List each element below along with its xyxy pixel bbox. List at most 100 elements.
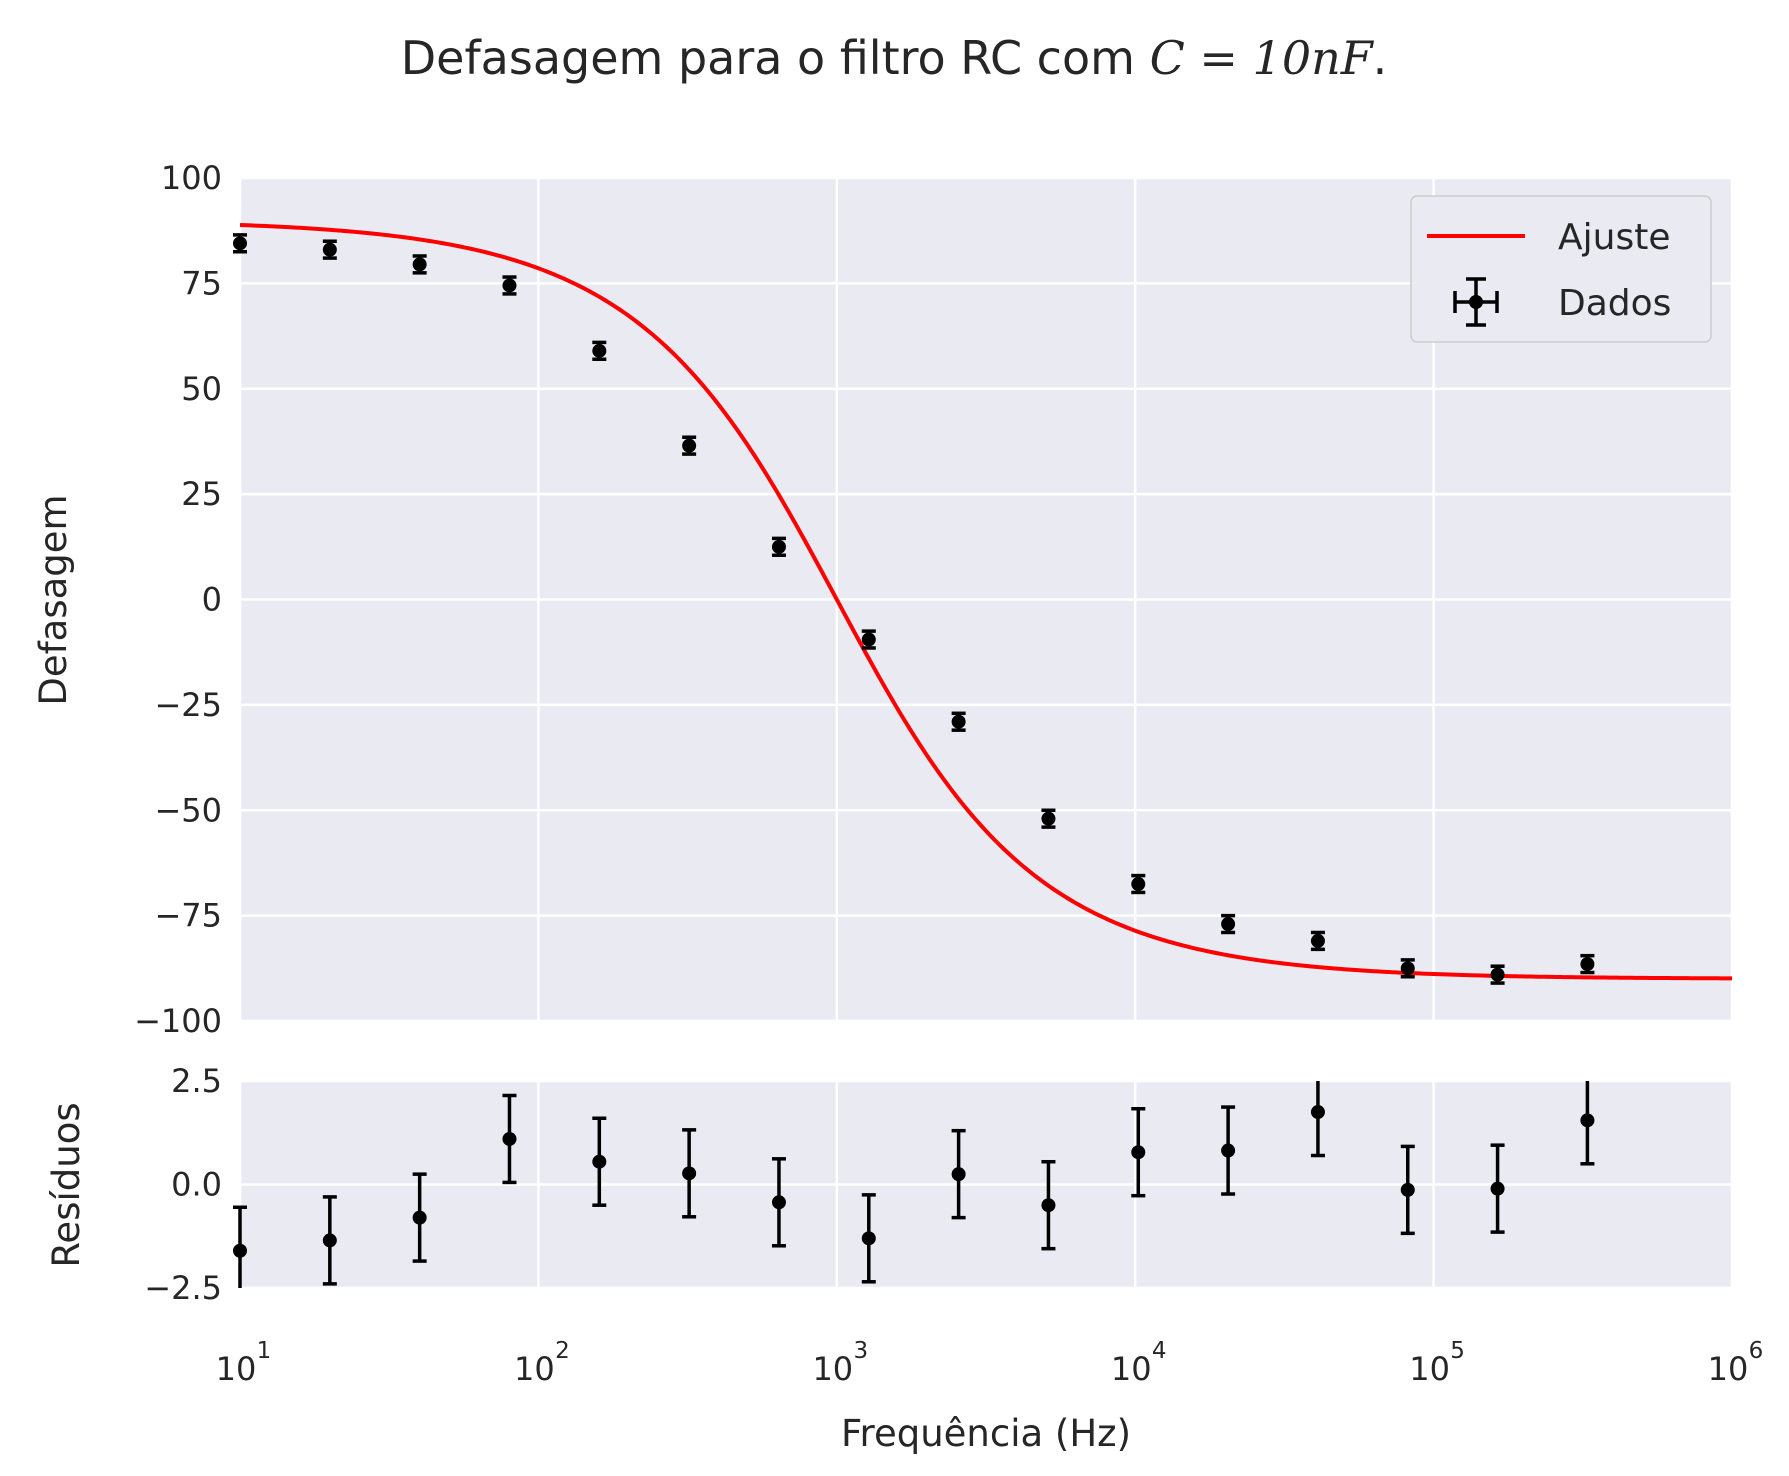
residual-point-marker xyxy=(1490,1181,1505,1196)
residual-point-marker xyxy=(1400,1182,1415,1197)
x-tick-exponent: 2 xyxy=(555,1338,570,1364)
data-point-marker xyxy=(1041,811,1056,826)
data-point xyxy=(502,275,517,296)
residual-point xyxy=(412,1172,427,1263)
residuals-grid xyxy=(238,1079,1734,1290)
residual-point-marker xyxy=(771,1195,786,1210)
legend-data-label: Dados xyxy=(1558,283,1671,324)
x-tick-labels: 10 1 10 2 10 3 10 4 10 5 10 6 xyxy=(216,1338,1764,1388)
residuals-y-tick-label: −2.5 xyxy=(144,1269,222,1307)
data-point xyxy=(322,239,337,260)
data-point xyxy=(951,711,966,732)
residual-point-marker xyxy=(322,1233,337,1248)
main-y-axis-label: Defasagem xyxy=(32,494,75,705)
legend: Ajuste Dados xyxy=(1410,195,1712,343)
data-point-marker xyxy=(682,438,697,453)
x-tick-mantissa: 10 xyxy=(514,1350,555,1388)
data-point-marker xyxy=(1490,967,1505,982)
residual-point-marker xyxy=(1310,1105,1325,1120)
x-tick-exponent: 5 xyxy=(1450,1338,1465,1364)
residuals-y-tick-label: 2.5 xyxy=(171,1062,222,1100)
main-y-tick-label: −50 xyxy=(154,791,222,829)
residual-point-marker xyxy=(592,1154,607,1169)
residual-point-marker xyxy=(861,1231,876,1246)
x-tick-exponent: 3 xyxy=(853,1338,868,1364)
residuals-y-tick-labels: 2.5 0.0 −2.5 xyxy=(144,1062,222,1307)
main-y-tick-label: 0 xyxy=(202,581,222,619)
data-point xyxy=(592,340,607,361)
main-y-tick-label: 50 xyxy=(181,370,222,408)
x-axis-label: Frequência (Hz) xyxy=(841,1412,1131,1455)
data-point xyxy=(861,629,876,650)
x-tick-mantissa: 10 xyxy=(812,1350,853,1388)
data-point-marker xyxy=(861,632,876,647)
data-point-marker xyxy=(1400,961,1415,976)
residual-point xyxy=(682,1128,697,1219)
x-tick-mantissa: 10 xyxy=(1409,1350,1450,1388)
data-point-marker xyxy=(1580,957,1595,972)
data-point xyxy=(1400,958,1415,979)
data-point xyxy=(682,435,697,456)
residual-point xyxy=(1580,1081,1595,1166)
data-point-marker xyxy=(771,539,786,554)
legend-box xyxy=(1410,195,1712,343)
x-tick-label: 10 4 xyxy=(1111,1338,1167,1388)
chart-title-math: C = 10nF xyxy=(1150,31,1375,85)
chart-title-text: Defasagem para o filtro RC com xyxy=(401,31,1150,85)
residual-point xyxy=(1400,1144,1415,1236)
main-y-tick-label: −75 xyxy=(154,897,222,935)
data-point xyxy=(1580,953,1595,975)
data-point xyxy=(412,254,427,275)
x-tick-label: 10 2 xyxy=(514,1338,570,1388)
legend-fit-label: Ajuste xyxy=(1558,217,1670,258)
residual-point xyxy=(1041,1159,1056,1251)
residual-point-marker xyxy=(233,1243,247,1258)
residual-point xyxy=(233,1205,247,1288)
x-tick-exponent: 6 xyxy=(1749,1338,1764,1364)
residual-point-marker xyxy=(682,1166,697,1181)
residual-point xyxy=(861,1193,876,1284)
residual-point-marker xyxy=(502,1131,517,1146)
residual-point-marker xyxy=(951,1167,966,1182)
data-points-group xyxy=(233,233,1595,985)
residual-point xyxy=(1131,1106,1146,1198)
residual-point xyxy=(322,1195,337,1286)
main-y-tick-label: 25 xyxy=(181,475,222,513)
data-point xyxy=(1310,930,1325,952)
x-tick-mantissa: 10 xyxy=(216,1350,257,1388)
legend-data-swatch xyxy=(1453,277,1499,327)
data-point xyxy=(233,233,247,254)
residual-point xyxy=(1490,1143,1505,1234)
data-point-marker xyxy=(233,236,247,251)
main-y-tick-label: −100 xyxy=(134,1002,222,1040)
data-point xyxy=(1221,913,1236,935)
data-point-marker xyxy=(412,257,427,272)
x-tick-label: 10 1 xyxy=(216,1338,272,1388)
residuals-y-axis-label: Resíduos xyxy=(45,1102,88,1267)
main-y-tick-labels: 100 75 50 25 0 −25 −50 −75 −100 xyxy=(134,159,222,1040)
x-tick-mantissa: 10 xyxy=(1111,1350,1152,1388)
main-y-tick-label: 75 xyxy=(181,264,222,302)
chart-title-end: . xyxy=(1373,31,1388,85)
data-point-marker xyxy=(502,278,517,293)
data-point xyxy=(1041,808,1056,829)
residuals-y-tick-label: 0.0 xyxy=(171,1166,222,1204)
x-tick-exponent: 1 xyxy=(257,1338,272,1364)
residual-point xyxy=(1221,1105,1236,1196)
residual-point xyxy=(951,1128,966,1220)
main-y-tick-label: 100 xyxy=(161,159,222,197)
residual-points-group xyxy=(233,1081,1595,1288)
residual-point-marker xyxy=(1580,1113,1595,1128)
residual-point xyxy=(771,1157,786,1248)
main-y-tick-label: −25 xyxy=(154,686,222,724)
x-tick-label: 10 5 xyxy=(1409,1338,1465,1388)
data-point xyxy=(1131,873,1146,895)
data-point-marker xyxy=(322,242,337,257)
residual-point xyxy=(592,1116,607,1207)
residual-point xyxy=(1310,1081,1325,1158)
residual-point-marker xyxy=(1041,1198,1056,1213)
data-point-marker xyxy=(951,714,966,729)
data-point-marker xyxy=(1221,917,1236,932)
x-tick-label: 10 6 xyxy=(1708,1338,1764,1388)
